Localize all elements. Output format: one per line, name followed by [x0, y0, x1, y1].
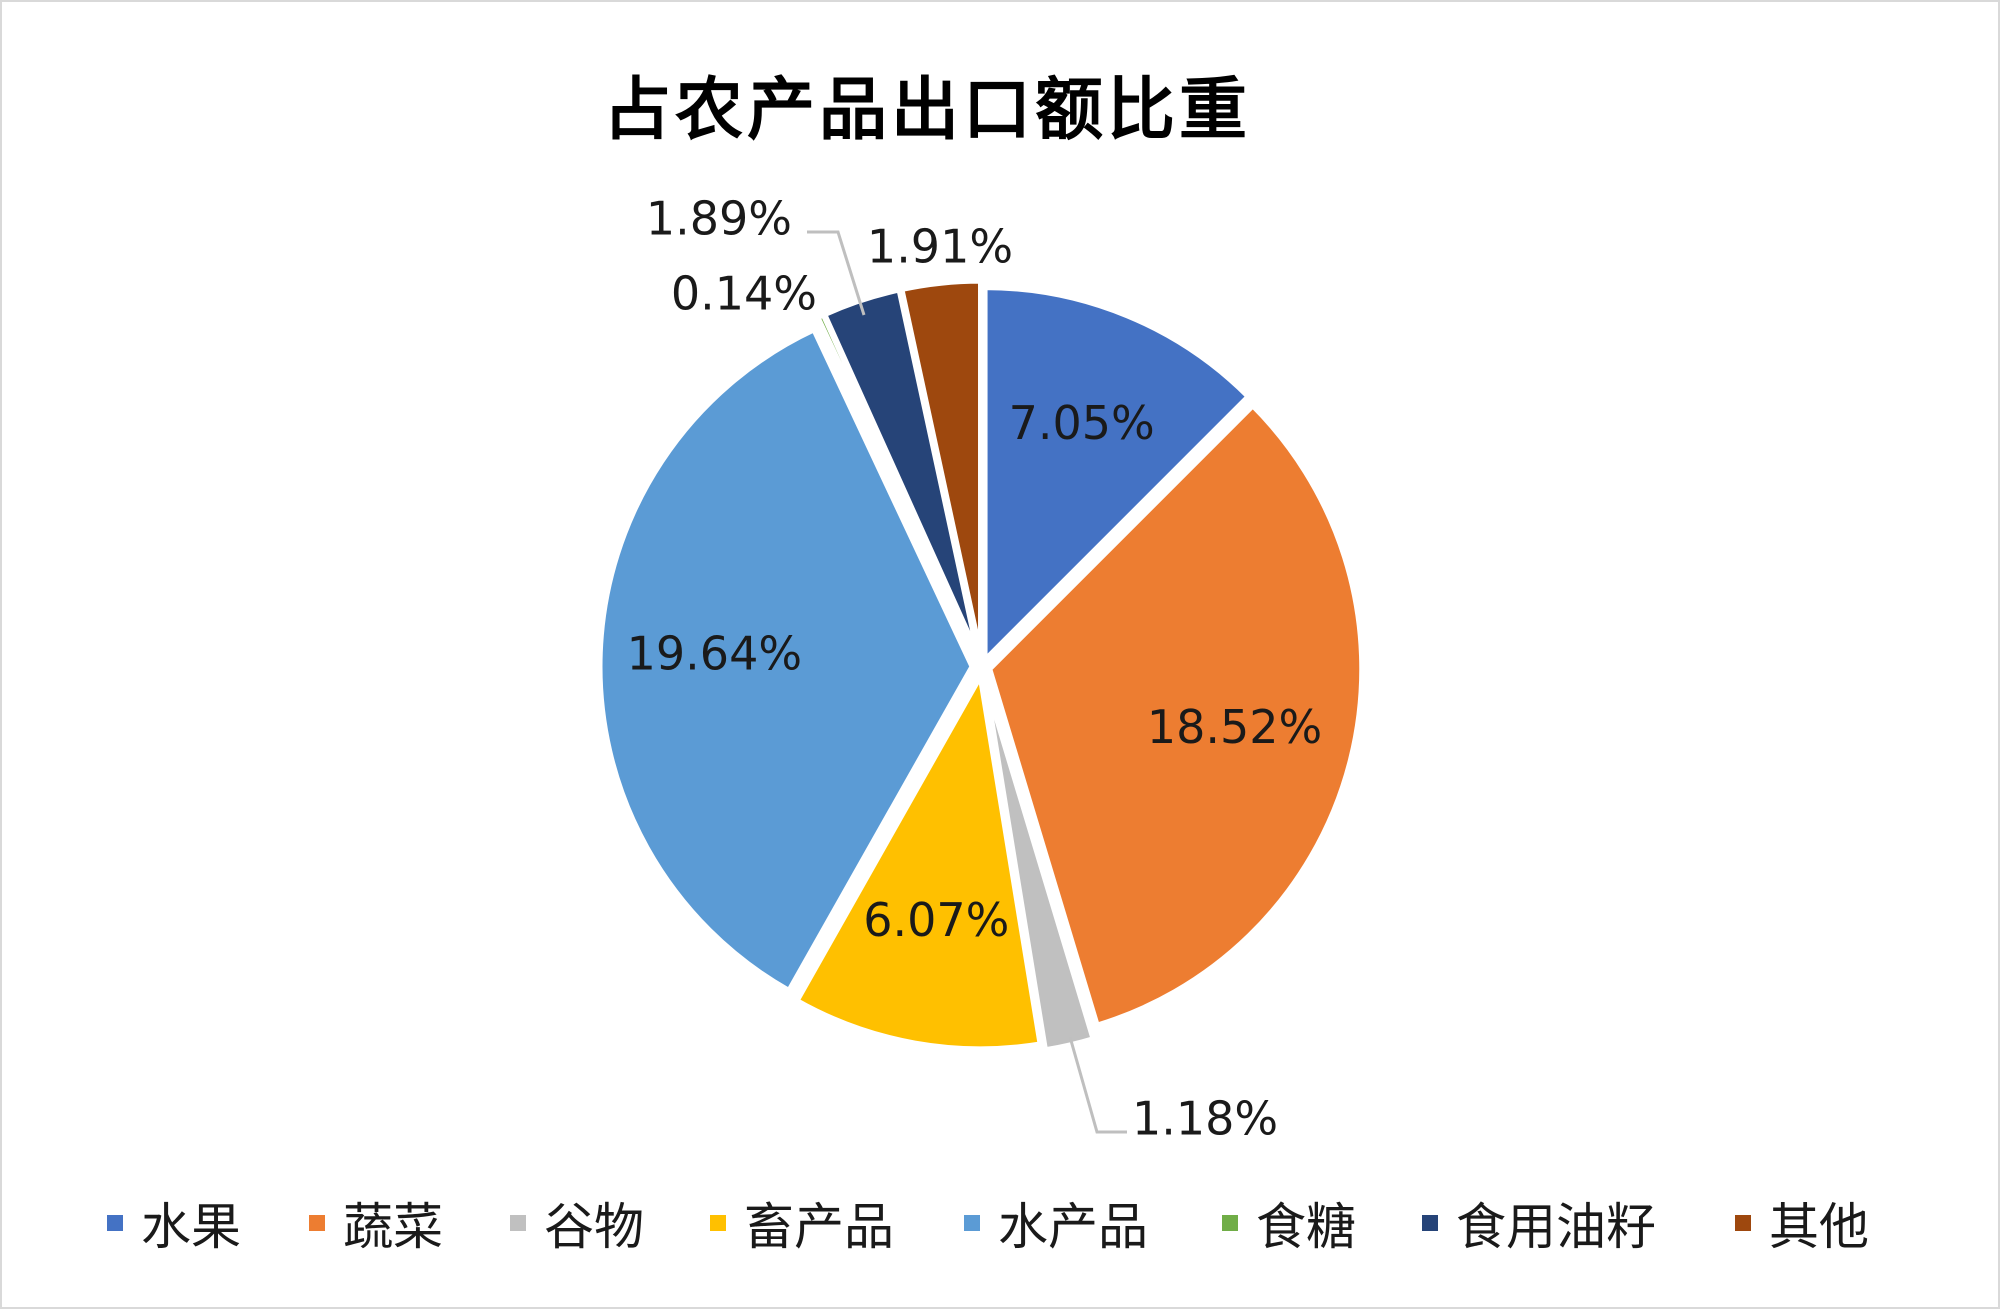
- chart-title: 占农产品出口额比重: [602, 71, 1251, 150]
- legend-label-3: 谷物: [544, 1198, 644, 1256]
- legend-item-5: 水产品: [964, 1190, 1148, 1256]
- pie-slice-7: [822, 287, 981, 657]
- legend-item-2: 蔬菜: [309, 1190, 443, 1256]
- data-label-8: 1.91%: [867, 220, 1013, 274]
- legend-item-7: 食用油籽: [1422, 1190, 1656, 1256]
- legend-label-2: 蔬菜: [343, 1198, 443, 1256]
- legend-label-4: 畜产品: [744, 1198, 894, 1256]
- legend-item-6: 食糖: [1222, 1190, 1356, 1256]
- data-label-1: 7.05%: [1009, 396, 1155, 450]
- leader-line-3: [1068, 1036, 1127, 1134]
- pie-slice-1: [982, 285, 1251, 663]
- legend-swatch-1: [107, 1215, 123, 1231]
- data-label-2: 18.52%: [1147, 700, 1322, 754]
- legend-label-5: 水产品: [998, 1198, 1148, 1256]
- pie-slice-3: [983, 680, 1096, 1053]
- data-label-7: 1.89%: [646, 192, 792, 246]
- pie-slice-2: [987, 403, 1365, 1028]
- legend-swatch-3: [510, 1215, 526, 1231]
- pie-slice-8: [899, 278, 984, 656]
- pie-slices: [597, 278, 1365, 1053]
- legend-swatch-6: [1222, 1215, 1238, 1231]
- legend-item-1: 水果: [107, 1190, 241, 1256]
- legend-label-1: 水果: [141, 1198, 241, 1256]
- data-label-4: 6.07%: [863, 893, 1009, 947]
- legend-item-8: 其他: [1735, 1190, 1869, 1256]
- data-label-5: 19.64%: [627, 626, 802, 680]
- pie-slice-5: [597, 327, 975, 993]
- legend-label-8: 其他: [1769, 1198, 1869, 1256]
- legend-swatch-2: [309, 1215, 325, 1231]
- legend-swatch-5: [964, 1215, 980, 1231]
- legend-item-4: 畜产品: [710, 1190, 894, 1256]
- legend-swatch-4: [710, 1215, 726, 1231]
- leader-lines: [807, 230, 1127, 1134]
- legend-swatch-7: [1422, 1215, 1438, 1231]
- pie-slice-4: [794, 674, 1043, 1052]
- leader-line-7: [807, 230, 866, 316]
- legend-label-7: 食用油籽: [1456, 1198, 1656, 1256]
- legend-label-6: 食糖: [1256, 1198, 1356, 1256]
- data-label-6: 0.14%: [671, 267, 817, 321]
- legend: 水果 蔬菜 谷物 畜产品 水产品 食糖 食用油籽 其他: [2, 1190, 2000, 1256]
- legend-item-3: 谷物: [510, 1190, 644, 1256]
- data-labels: 7.05% 18.52% 1.18% 6.07% 19.64% 0.14% 1.89% 1.9…: [627, 192, 1323, 1146]
- legend-swatch-8: [1735, 1215, 1751, 1231]
- data-label-3: 1.18%: [1132, 1092, 1278, 1146]
